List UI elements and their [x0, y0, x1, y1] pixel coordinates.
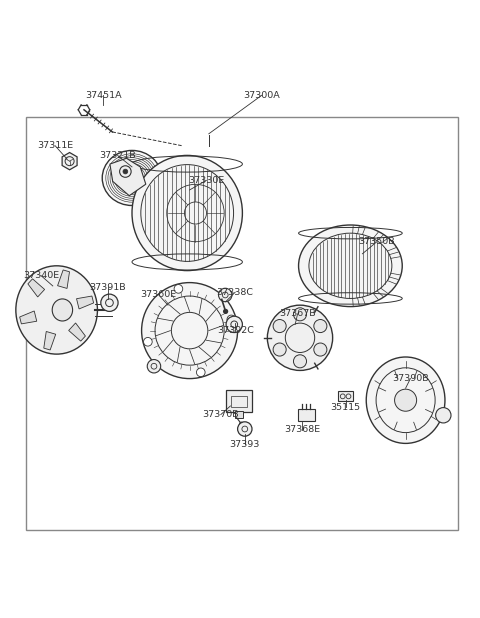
Bar [226, 391, 252, 412]
Text: 35115: 35115 [331, 403, 360, 412]
Bar [26, 117, 458, 530]
Text: 37390B: 37390B [392, 374, 429, 383]
Text: 37451A: 37451A [85, 91, 121, 100]
Circle shape [227, 315, 236, 324]
Polygon shape [69, 323, 85, 341]
Text: 37350B: 37350B [359, 237, 395, 247]
Bar [338, 391, 353, 401]
Circle shape [123, 169, 128, 174]
Circle shape [436, 408, 451, 423]
Circle shape [273, 343, 286, 356]
Circle shape [144, 337, 152, 346]
Polygon shape [44, 331, 56, 350]
Circle shape [314, 343, 327, 356]
Ellipse shape [132, 155, 242, 271]
Text: 37300A: 37300A [243, 91, 280, 100]
Text: 37338C: 37338C [216, 288, 254, 297]
Circle shape [293, 308, 307, 321]
Polygon shape [58, 270, 70, 289]
Circle shape [142, 282, 238, 379]
Polygon shape [20, 311, 37, 324]
Text: 37311E: 37311E [37, 142, 73, 150]
Text: 37360E: 37360E [140, 290, 177, 299]
Ellipse shape [366, 357, 445, 443]
Text: 37391B: 37391B [90, 283, 126, 292]
Ellipse shape [299, 225, 402, 307]
Bar [298, 409, 315, 421]
Bar [235, 412, 243, 418]
Text: 37368E: 37368E [284, 425, 321, 434]
Text: 37393: 37393 [229, 440, 260, 449]
Circle shape [238, 422, 252, 436]
Polygon shape [28, 279, 45, 297]
Ellipse shape [122, 168, 142, 187]
Circle shape [314, 320, 327, 332]
Circle shape [101, 294, 118, 311]
Polygon shape [76, 296, 94, 309]
Bar [231, 396, 247, 407]
Text: 37340E: 37340E [23, 271, 59, 280]
Circle shape [147, 360, 161, 373]
Circle shape [196, 368, 205, 376]
Circle shape [395, 389, 417, 411]
Circle shape [267, 305, 333, 370]
Circle shape [273, 320, 286, 332]
Circle shape [174, 284, 183, 293]
Text: 37370B: 37370B [203, 410, 239, 419]
Ellipse shape [52, 299, 72, 321]
Ellipse shape [16, 266, 97, 354]
Circle shape [127, 173, 137, 183]
Text: 37321B: 37321B [99, 151, 136, 160]
Text: 37330E: 37330E [188, 176, 225, 185]
Circle shape [218, 288, 232, 302]
Polygon shape [110, 158, 146, 196]
Circle shape [239, 421, 244, 426]
Polygon shape [62, 153, 77, 170]
Text: 37392C: 37392C [217, 326, 253, 335]
Circle shape [293, 355, 307, 368]
Text: 37367B: 37367B [279, 309, 316, 318]
Circle shape [226, 316, 242, 332]
Circle shape [223, 309, 228, 314]
Ellipse shape [102, 150, 162, 206]
